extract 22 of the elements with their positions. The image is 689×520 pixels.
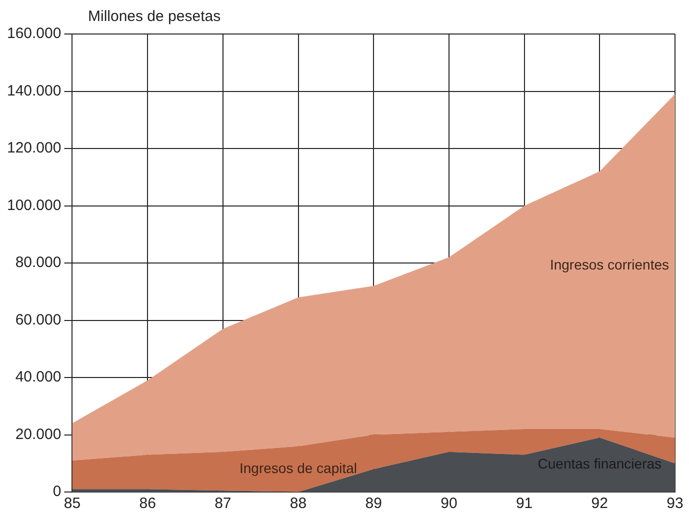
series-label: Ingresos de capital	[240, 460, 358, 476]
x-tick-label: 90	[440, 495, 458, 512]
x-tick-label: 91	[516, 495, 533, 512]
x-tick-label: 93	[666, 495, 684, 512]
series-label: Cuentas financieras	[538, 456, 662, 472]
y-tick-label: 60.000	[15, 311, 62, 328]
x-tick-label: 85	[64, 495, 81, 512]
y-tick-label: 40.000	[15, 368, 62, 386]
y-tick-label: 80.000	[15, 254, 62, 272]
y-tick-label: 0	[52, 483, 62, 500]
y-tick-label: 140.000	[6, 82, 62, 100]
y-axis-title: Millones de pesetas	[88, 8, 221, 25]
x-tick-label: 87	[214, 495, 232, 512]
y-tick-label: 120.000	[6, 140, 62, 157]
series-label: Ingresos corrientes	[550, 256, 670, 273]
y-tick-label: 160.000	[6, 25, 62, 42]
y-tick-label: 20.000	[15, 426, 62, 443]
y-tick-label: 100.000	[6, 196, 62, 214]
x-tick-label: 89	[365, 495, 382, 512]
x-tick-label: 92	[591, 495, 608, 512]
x-tick-label: 86	[139, 495, 156, 512]
x-tick-label: 88	[290, 495, 307, 512]
